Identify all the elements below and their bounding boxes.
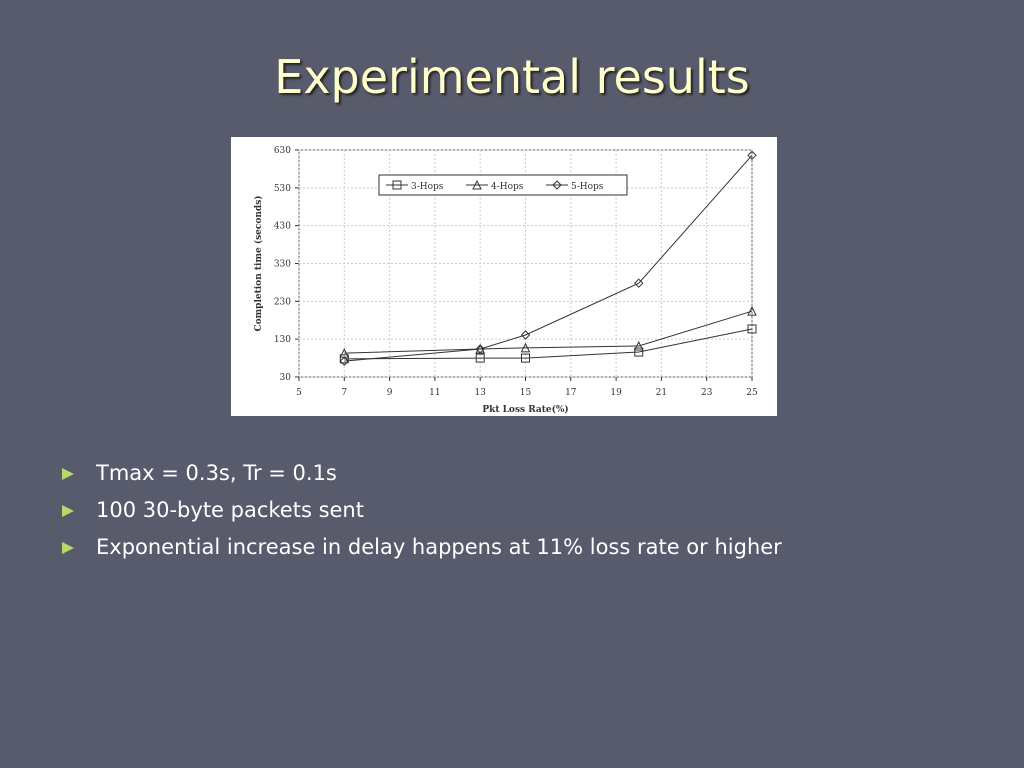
marker xyxy=(472,179,482,190)
x-tick-label: 15 xyxy=(520,388,532,398)
marker xyxy=(392,180,402,190)
y-tick-label: 130 xyxy=(274,335,291,345)
bullet-text: Tmax = 0.3s, Tr = 0.1s xyxy=(96,461,337,485)
legend-label: 5-Hops xyxy=(571,182,604,192)
x-tick-label: 5 xyxy=(296,388,302,398)
chart: 30 130 230 330 430 530 630 5 7 9 11 13 15 17 19 21 23 25 P… xyxy=(231,137,777,416)
y-tick-label: 230 xyxy=(274,297,291,307)
legend-label: 3-Hops xyxy=(411,182,444,192)
bullet-shape xyxy=(62,541,74,554)
bullet-icon xyxy=(62,504,74,517)
y-tick-label: 530 xyxy=(274,184,291,194)
x-tick-label: 13 xyxy=(474,388,486,398)
y-tick-label: 630 xyxy=(274,146,291,156)
slide-title: Experimental results xyxy=(274,50,750,104)
marker xyxy=(339,354,349,364)
marker xyxy=(634,347,644,357)
marker xyxy=(747,150,757,161)
x-axis-label: Pkt Loss Rate(%) xyxy=(482,404,568,415)
marker xyxy=(634,278,644,288)
marker xyxy=(747,306,757,316)
marker xyxy=(520,330,531,340)
x-tick-label: 21 xyxy=(656,388,667,398)
marker xyxy=(339,356,350,366)
bullet: 100 30-byte packets sent xyxy=(62,492,782,529)
x-tick-label: 17 xyxy=(565,388,577,398)
marker xyxy=(747,324,757,334)
bullet: Exponential increase in delay happens at… xyxy=(62,529,782,566)
marker xyxy=(475,344,485,354)
marker xyxy=(633,340,644,351)
y-tick-label: 430 xyxy=(274,222,291,232)
bullet-shape xyxy=(62,504,74,517)
marker xyxy=(520,342,531,353)
legend-box xyxy=(378,174,628,196)
series-line xyxy=(344,328,753,360)
marker xyxy=(552,180,562,190)
x-tick-label: 23 xyxy=(701,388,713,398)
bullet-icon xyxy=(62,541,74,554)
x-tick-label: 9 xyxy=(387,388,393,398)
y-tick-label: 30 xyxy=(280,373,292,383)
series-line xyxy=(344,310,753,354)
marker xyxy=(521,353,530,363)
marker xyxy=(475,353,485,363)
bullet-list: Tmax = 0.3s, Tr = 0.1s 100 30-byte packet… xyxy=(62,455,782,566)
bullet-icon xyxy=(62,467,74,480)
x-tick-label: 25 xyxy=(746,388,758,398)
bullet-text: 100 30-byte packets sent xyxy=(96,498,364,522)
bullet-text: Exponential increase in delay happens at… xyxy=(96,535,782,559)
legend: 3-Hops 4-Hops 5-Hops xyxy=(378,174,628,196)
y-tick-label: 330 xyxy=(274,260,291,270)
series-line xyxy=(344,154,753,362)
legend-label: 4-Hops xyxy=(491,182,524,192)
x-tick-label: 19 xyxy=(610,388,622,398)
bullet: Tmax = 0.3s, Tr = 0.1s xyxy=(62,455,782,492)
y-axis-label: Completion time (seconds) xyxy=(253,195,264,331)
x-tick-label: 11 xyxy=(429,388,440,398)
x-tick-label: 7 xyxy=(341,388,347,398)
bullet-shape xyxy=(62,467,74,480)
